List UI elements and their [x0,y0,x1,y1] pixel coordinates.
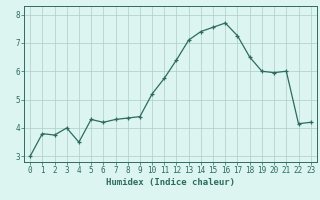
X-axis label: Humidex (Indice chaleur): Humidex (Indice chaleur) [106,178,235,187]
